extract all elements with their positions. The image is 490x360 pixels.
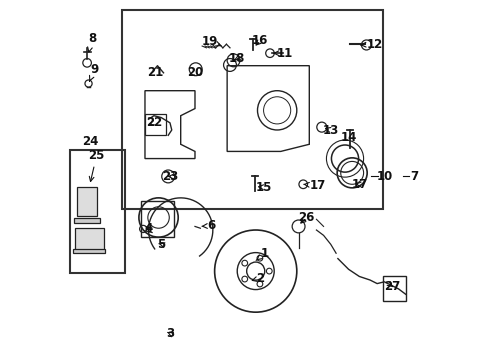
Text: 14: 14 — [341, 131, 357, 144]
Text: 2: 2 — [252, 272, 264, 285]
Text: 17: 17 — [352, 178, 368, 191]
Text: 17: 17 — [304, 179, 325, 192]
Text: 8: 8 — [88, 32, 96, 52]
Bar — [145, 114, 167, 135]
Text: 23: 23 — [162, 170, 178, 183]
Text: 15: 15 — [256, 181, 272, 194]
Text: 13: 13 — [323, 123, 339, 136]
Text: 21: 21 — [147, 66, 163, 79]
Bar — [74, 217, 100, 223]
Text: 26: 26 — [298, 211, 315, 224]
Bar — [77, 187, 97, 216]
Text: 12: 12 — [361, 38, 383, 51]
Bar — [70, 150, 125, 273]
Text: 4: 4 — [144, 222, 152, 235]
Text: 6: 6 — [202, 219, 216, 232]
Text: 16: 16 — [252, 34, 269, 47]
Bar — [73, 249, 105, 253]
Text: 1: 1 — [256, 247, 269, 260]
Text: 25: 25 — [89, 149, 105, 181]
Text: 7: 7 — [411, 170, 419, 183]
Text: 9: 9 — [90, 63, 99, 81]
Text: 18: 18 — [229, 52, 245, 65]
Bar — [75, 228, 104, 249]
Bar — [383, 276, 406, 301]
Text: 22: 22 — [146, 116, 162, 129]
Text: 24: 24 — [82, 135, 99, 148]
Bar — [122, 10, 383, 208]
Text: 20: 20 — [187, 66, 203, 79]
Bar — [142, 202, 173, 237]
Text: 5: 5 — [157, 238, 166, 251]
Text: 11: 11 — [274, 47, 294, 60]
Text: 27: 27 — [384, 280, 400, 293]
Text: 19: 19 — [202, 35, 221, 48]
Text: 10: 10 — [376, 170, 392, 183]
Text: 3: 3 — [167, 327, 174, 340]
